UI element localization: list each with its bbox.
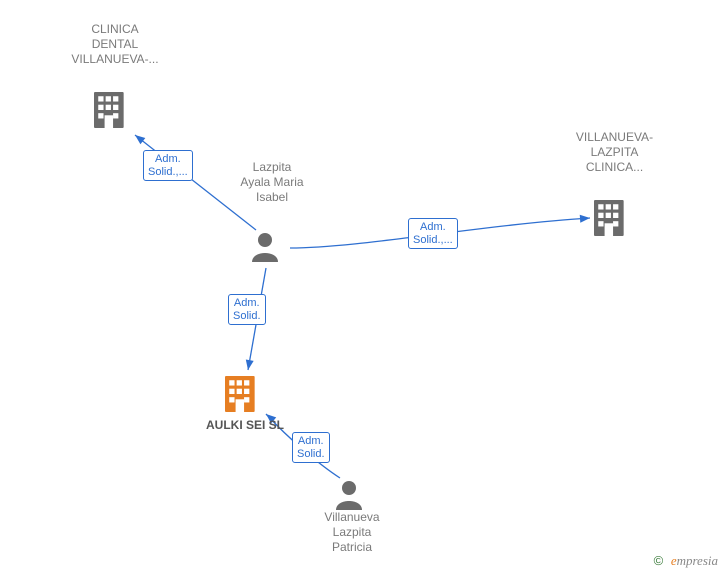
person-icon-lazpita[interactable] [252, 233, 278, 262]
edge-label-e4[interactable]: Adm. Solid. [292, 432, 330, 463]
diagram-canvas [0, 0, 728, 575]
building-icon-aulki[interactable] [225, 376, 255, 412]
node-label-villanueva-clinica[interactable]: VILLANUEVA- LAZPITA CLINICA... [557, 130, 672, 175]
edge-label-e2[interactable]: Adm. Solid.,... [408, 218, 458, 249]
node-label-lazpita[interactable]: Lazpita Ayala Maria Isabel [227, 160, 317, 205]
copyright-symbol: © [654, 553, 664, 568]
edge-arrow-e2 [580, 214, 591, 223]
building-icon-villanueva_clinica[interactable] [594, 200, 624, 236]
person-icon-patricia[interactable] [336, 481, 362, 510]
edge-arrow-e1 [133, 132, 146, 144]
brand-rest: mpresia [677, 553, 718, 568]
node-label-clinica[interactable]: CLINICA DENTAL VILLANUEVA-... [60, 22, 170, 67]
edge-label-e1[interactable]: Adm. Solid.,... [143, 150, 193, 181]
edge-arrow-e3 [244, 359, 254, 370]
building-icon-clinica[interactable] [94, 92, 124, 128]
edge-label-e3[interactable]: Adm. Solid. [228, 294, 266, 325]
node-label-aulki[interactable]: AULKI SEI SL [160, 418, 330, 433]
watermark: © empresia [654, 553, 718, 569]
node-label-patricia[interactable]: Villanueva Lazpita Patricia [307, 510, 397, 555]
